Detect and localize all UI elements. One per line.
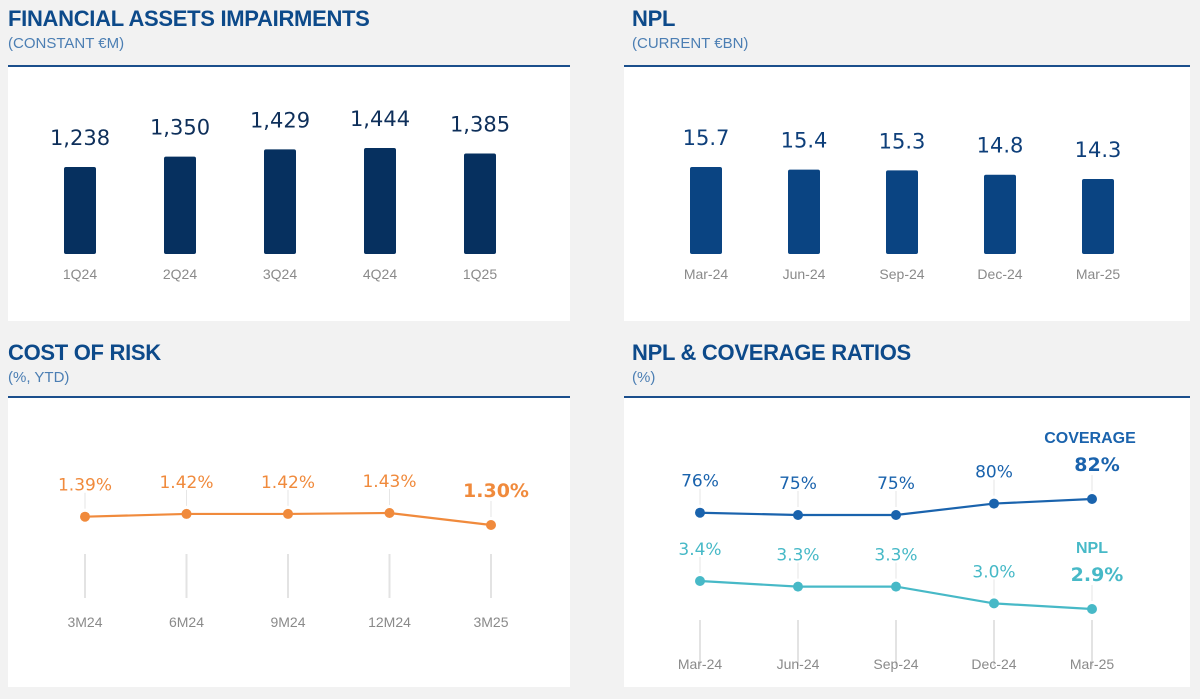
data-label-npl: 3.4% [678,540,721,560]
cost-of-risk-title: COST OF RISK [8,340,161,365]
legend-npl: NPL [1076,540,1108,557]
data-label-npl: 3.3% [776,546,819,566]
impairments-chart-panel: 1,238 1Q24 1,350 2Q24 1,429 3Q24 1,444 4Q24 1,38… [8,65,570,321]
ratios-title: NPL & COVERAGE RATIOS [632,340,911,365]
npl-title: NPL [632,6,676,31]
data-label: 14.8 [977,134,1024,158]
x-tick-label: 1Q25 [463,266,497,282]
data-point-cost-of-risk [283,508,293,519]
cost-of-risk-header: COST OF RISK (%, YTD) [8,340,161,388]
x-tick-label: 3M24 [67,614,102,630]
x-tick-label: 3Q24 [263,266,297,282]
data-point-cost-of-risk [486,520,496,530]
data-label-cost-of-risk: 1.30% [463,480,529,502]
cost-of-risk-line-chart: 3M24 6M24 9M24 12M24 3M25 1.39% 1.42% 1.42% 1.43… [58,472,529,630]
x-tick-label: 6M24 [169,614,204,630]
x-tick-label: 4Q24 [363,266,397,282]
data-label-coverage: 82% [1074,454,1119,476]
x-tick-label: Mar-25 [1070,656,1115,672]
data-label: 1,444 [350,107,410,131]
x-tick-label: 9M24 [270,614,305,630]
data-label-cost-of-risk: 1.42% [261,473,315,493]
data-label: 1,350 [150,116,210,140]
data-label-coverage: 76% [681,472,719,492]
data-point-npl [891,581,901,592]
data-point-coverage [793,510,803,520]
npl-header: NPL (CURRENT €BN) [632,6,748,54]
x-tick-label: Sep-24 [879,266,924,282]
bar-1Q25 [464,153,496,254]
impairments-header: FINANCIAL ASSETS IMPAIRMENTS (CONSTANT €… [8,6,370,54]
data-label-npl: 2.9% [1071,564,1124,586]
x-tick-label: 12M24 [368,614,411,630]
bar-Mar-24 [690,167,722,254]
data-point-coverage [989,498,999,509]
data-label: 1,429 [250,108,310,132]
bar-Mar-25 [1082,179,1114,254]
x-tick-label: 1Q24 [63,266,97,282]
impairments-title: FINANCIAL ASSETS IMPAIRMENTS [8,6,370,31]
x-tick-label: Mar-24 [684,266,729,282]
impairments-subtitle: (CONSTANT €M) [8,35,125,52]
data-label-coverage: 80% [975,463,1013,483]
data-label-cost-of-risk: 1.39% [58,476,112,496]
bar-Sep-24 [886,170,918,254]
data-point-cost-of-risk [181,508,192,519]
data-point-coverage [1087,494,1097,504]
data-label-coverage: 75% [779,474,817,494]
data-label: 15.4 [781,129,828,153]
legend-coverage: COVERAGE [1044,430,1136,447]
x-tick-label: Mar-25 [1076,266,1121,282]
bar-Jun-24 [788,169,820,254]
data-point-npl [695,576,705,586]
impairments-bar-chart: 1,238 1Q24 1,350 2Q24 1,429 3Q24 1,444 4Q24 1,38… [50,107,510,282]
data-label-cost-of-risk: 1.43% [362,472,416,492]
data-label: 15.3 [879,129,926,153]
x-tick-label: Dec-24 [977,266,1022,282]
ratios-subtitle: (%) [632,369,656,386]
data-label: 14.3 [1075,138,1122,162]
data-label-cost-of-risk: 1.42% [159,473,213,493]
data-point-coverage [695,507,705,518]
cost-of-risk-chart-panel: 3M24 6M24 9M24 12M24 3M25 1.39% 1.42% 1.42% 1.43… [8,396,570,687]
bar-4Q24 [364,148,396,254]
npl-bar-chart: 15.7 Mar-24 15.4 Jun-24 15.3 Sep-24 14.8 Dec-24… [683,126,1122,282]
x-tick-label: 2Q24 [163,266,197,282]
data-label-npl: 3.3% [874,546,917,566]
x-tick-label: 3M25 [473,614,508,630]
bar-2Q24 [164,156,196,254]
data-label: 1,385 [450,112,510,136]
bar-Dec-24 [984,174,1016,254]
x-tick-label: Sep-24 [873,656,918,672]
cost-of-risk-subtitle: (%, YTD) [8,369,70,386]
ratios-header: NPL & COVERAGE RATIOS (%) [632,340,911,388]
x-tick-label: Dec-24 [971,656,1016,672]
npl-subtitle: (CURRENT €BN) [632,35,749,52]
data-point-cost-of-risk [384,508,395,518]
x-tick-label: Jun-24 [783,266,826,282]
x-tick-label: Jun-24 [777,656,820,672]
data-point-npl [989,598,999,609]
data-point-npl [1087,604,1097,614]
data-label: 1,238 [50,126,110,150]
ratios-chart-panel: Mar-24 Jun-24 Sep-24 Dec-24 Mar-25 76% 75% 75% 8… [624,396,1190,687]
ratios-line-chart: Mar-24 Jun-24 Sep-24 Dec-24 Mar-25 76% 75% 75% 8… [678,430,1136,672]
data-point-cost-of-risk [80,511,90,522]
data-label-npl: 3.0% [972,562,1015,582]
data-label: 15.7 [683,126,730,150]
bar-1Q24 [64,167,96,254]
npl-chart-panel: 15.7 Mar-24 15.4 Jun-24 15.3 Sep-24 14.8 Dec-24… [624,65,1190,321]
data-point-coverage [891,510,901,520]
data-label-coverage: 75% [877,474,915,494]
data-point-npl [793,581,803,592]
bar-3Q24 [264,149,296,254]
x-tick-label: Mar-24 [678,656,723,672]
